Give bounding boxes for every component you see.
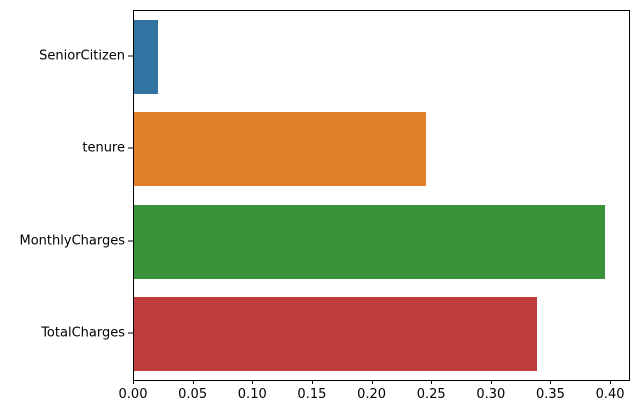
x-tick-label-0.05: 0.05 bbox=[178, 387, 208, 402]
y-tick-mark bbox=[128, 332, 133, 334]
x-tick-mark bbox=[133, 380, 134, 384]
x-tick-mark bbox=[371, 380, 373, 384]
x-tick-label-0.35: 0.35 bbox=[535, 387, 565, 402]
x-tick-label-0.40: 0.40 bbox=[595, 387, 625, 402]
bar-monthlycharges bbox=[134, 204, 606, 279]
y-tick-label-monthlycharges: MonthlyCharges bbox=[19, 233, 125, 249]
x-tick-label-0.10: 0.10 bbox=[237, 387, 267, 402]
x-tick-label-0.25: 0.25 bbox=[416, 387, 446, 402]
y-tick-label-tenure: tenure bbox=[82, 140, 125, 156]
x-tick-mark bbox=[431, 380, 433, 384]
x-tick-mark bbox=[252, 380, 254, 384]
x-tick-mark bbox=[490, 380, 492, 384]
x-tick-label-0.15: 0.15 bbox=[297, 387, 327, 402]
y-tick-mark bbox=[128, 147, 133, 149]
x-tick-mark bbox=[610, 380, 612, 384]
bar-totalcharges bbox=[134, 296, 538, 371]
x-tick-mark bbox=[311, 380, 313, 384]
bar-seniorcitizen bbox=[134, 20, 158, 95]
x-tick-label-0.00: 0.00 bbox=[118, 387, 148, 402]
x-tick-label-0.20: 0.20 bbox=[357, 387, 387, 402]
x-tick-mark bbox=[550, 380, 552, 384]
x-tick-mark bbox=[192, 380, 194, 384]
x-tick-label-0.30: 0.30 bbox=[476, 387, 506, 402]
y-tick-label-seniorcitizen: SeniorCitizen bbox=[39, 48, 125, 64]
bar-tenure bbox=[134, 112, 427, 187]
plot-area bbox=[133, 10, 630, 381]
y-tick-mark bbox=[128, 55, 133, 57]
y-tick-label-totalcharges: TotalCharges bbox=[41, 325, 125, 341]
y-tick-mark bbox=[128, 240, 133, 242]
